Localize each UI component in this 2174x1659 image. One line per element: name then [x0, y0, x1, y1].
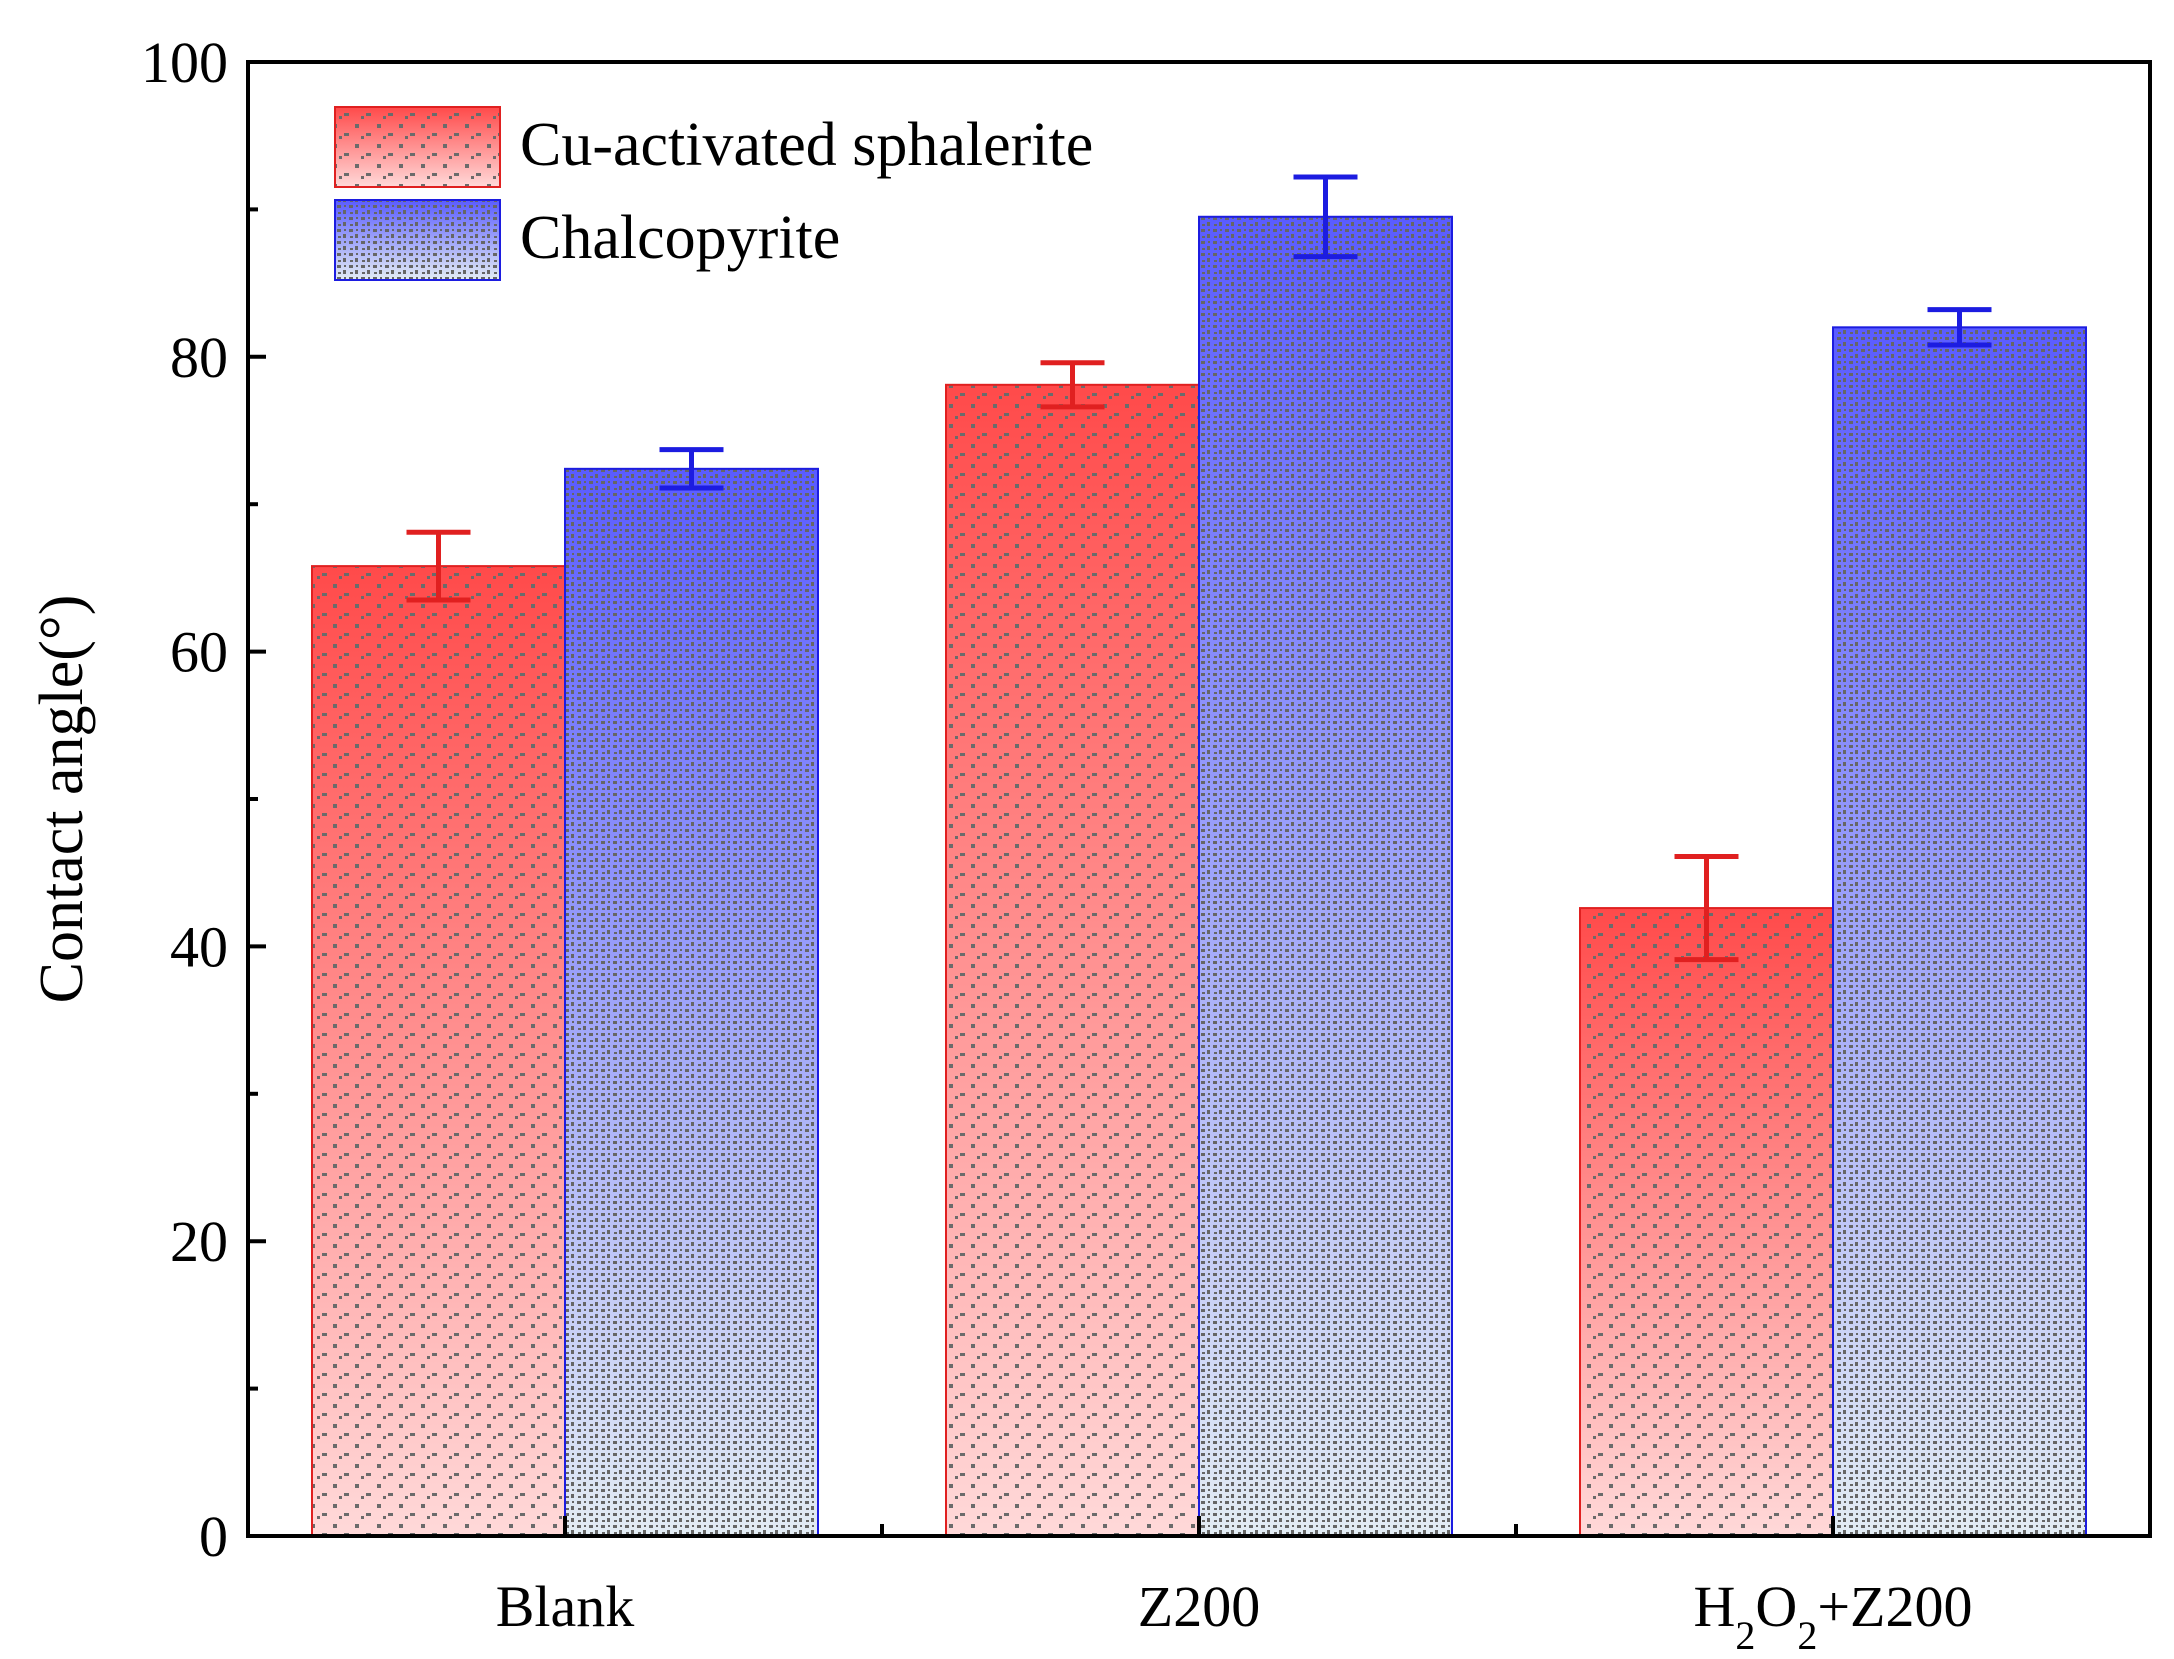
error-bar-cu-activated-sphalerite-1: [1040, 360, 1105, 410]
x-tick-label: Blank: [496, 1574, 635, 1639]
legend-label: Chalcopyrite: [520, 204, 840, 272]
y-tick-label: 100: [141, 30, 228, 95]
bar-cu-activated-sphalerite-1: [945, 383, 1200, 1537]
bar-chalcopyrite-0: [564, 467, 819, 1538]
legend: Cu-activated sphalerite Chalcopyrite: [334, 106, 1093, 281]
error-bars-layer: [406, 174, 1992, 963]
y-axis-label: Contact angle(°): [28, 595, 96, 1004]
y-tick-label: 80: [170, 325, 228, 390]
y-tick-label: 60: [170, 620, 228, 685]
y-tick-label: 20: [170, 1209, 228, 1274]
x-tick-label: Z200: [1138, 1574, 1260, 1639]
error-bar-chalcopyrite-0: [659, 447, 724, 491]
error-bar-cu-activated-sphalerite-2: [1674, 853, 1739, 963]
legend-label: Cu-activated sphalerite: [520, 111, 1093, 179]
x-axis: Blank Z200 H2O2+Z200: [496, 1516, 1973, 1658]
y-tick-label: 0: [199, 1504, 228, 1569]
bar-chalcopyrite-2: [1832, 326, 2087, 1538]
error-bar-cu-activated-sphalerite-0: [406, 529, 471, 603]
bar-cu-activated-sphalerite-2: [1579, 907, 1834, 1537]
y-axis: 0 20 40 60 80 100: [141, 30, 266, 1569]
bars-layer: [311, 215, 2087, 1538]
bar-cu-activated-sphalerite-0: [311, 565, 566, 1537]
y-tick-label: 40: [170, 914, 228, 979]
legend-entry-cu-activated-sphalerite: Cu-activated sphalerite: [334, 106, 1093, 188]
error-bar-chalcopyrite-1: [1293, 174, 1358, 260]
x-tick-label: H2O2+Z200: [1694, 1574, 1973, 1658]
legend-entry-chalcopyrite: Chalcopyrite: [334, 199, 840, 281]
bar-chalcopyrite-1: [1198, 215, 1453, 1537]
error-bar-chalcopyrite-2: [1927, 307, 1992, 348]
